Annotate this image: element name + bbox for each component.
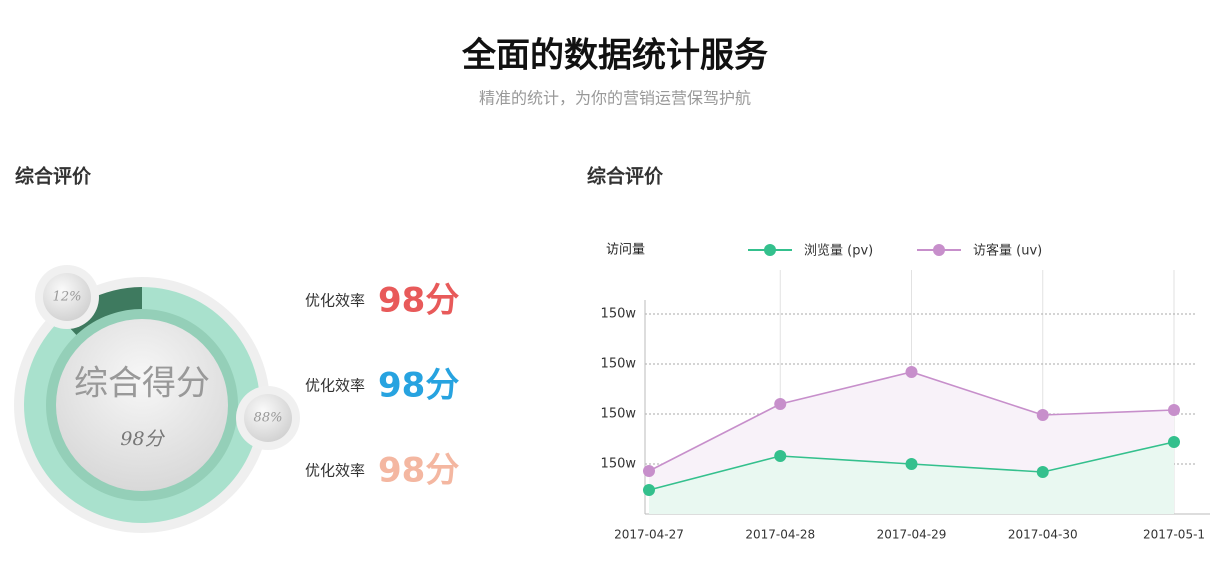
page-subtitle: 精准的统计，为你的营销运营保驾护航 bbox=[479, 89, 751, 108]
data-point bbox=[1036, 409, 1049, 421]
label-bubble bbox=[244, 394, 292, 442]
metric-value: 98分 bbox=[378, 281, 459, 321]
data-point bbox=[643, 465, 655, 477]
value-label: 88% bbox=[254, 411, 283, 426]
label-bubble bbox=[43, 273, 91, 321]
x-tick-label: 2017-04-30 bbox=[1008, 528, 1078, 542]
legend-label: 访客量 (uv) bbox=[973, 243, 1042, 259]
metric-value: 98分 bbox=[378, 451, 459, 491]
y-tick-label: 150w bbox=[601, 407, 637, 422]
legend-label: 浏览量 (pv) bbox=[804, 243, 873, 259]
page-title: 全面的数据统计服务 bbox=[461, 36, 768, 76]
metric-label: 优化效率 bbox=[305, 377, 365, 395]
x-tick-label: 2017-04-28 bbox=[745, 528, 815, 542]
data-point bbox=[1168, 436, 1180, 448]
legend-marker bbox=[764, 244, 776, 256]
data-point bbox=[643, 484, 655, 496]
metric-label: 优化效率 bbox=[305, 462, 365, 480]
metric-label: 优化效率 bbox=[305, 292, 365, 310]
panel-title: 综合评价 bbox=[587, 165, 664, 188]
metric-value: 98分 bbox=[378, 366, 459, 406]
data-point bbox=[774, 450, 787, 462]
value-label: 12% bbox=[53, 290, 82, 305]
legend-marker bbox=[933, 244, 945, 256]
y-axis-label: 访问量 bbox=[606, 243, 645, 258]
x-tick-label: 2017-05-1 bbox=[1143, 528, 1205, 542]
panel-title: 综合评价 bbox=[15, 165, 92, 188]
y-tick-label: 150w bbox=[601, 307, 637, 322]
data-point bbox=[1168, 404, 1180, 416]
x-tick-label: 2017-04-27 bbox=[614, 528, 684, 542]
donut-center bbox=[56, 319, 228, 491]
data-point bbox=[905, 366, 918, 378]
data-point bbox=[774, 398, 787, 410]
y-tick-label: 150w bbox=[601, 457, 637, 472]
x-tick-label: 2017-04-29 bbox=[877, 528, 947, 542]
data-point bbox=[905, 458, 918, 470]
center-text: 98分 bbox=[120, 428, 165, 450]
center-title: 综合得分 bbox=[74, 364, 210, 404]
y-tick-label: 150w bbox=[601, 357, 637, 372]
data-point bbox=[1036, 466, 1049, 478]
